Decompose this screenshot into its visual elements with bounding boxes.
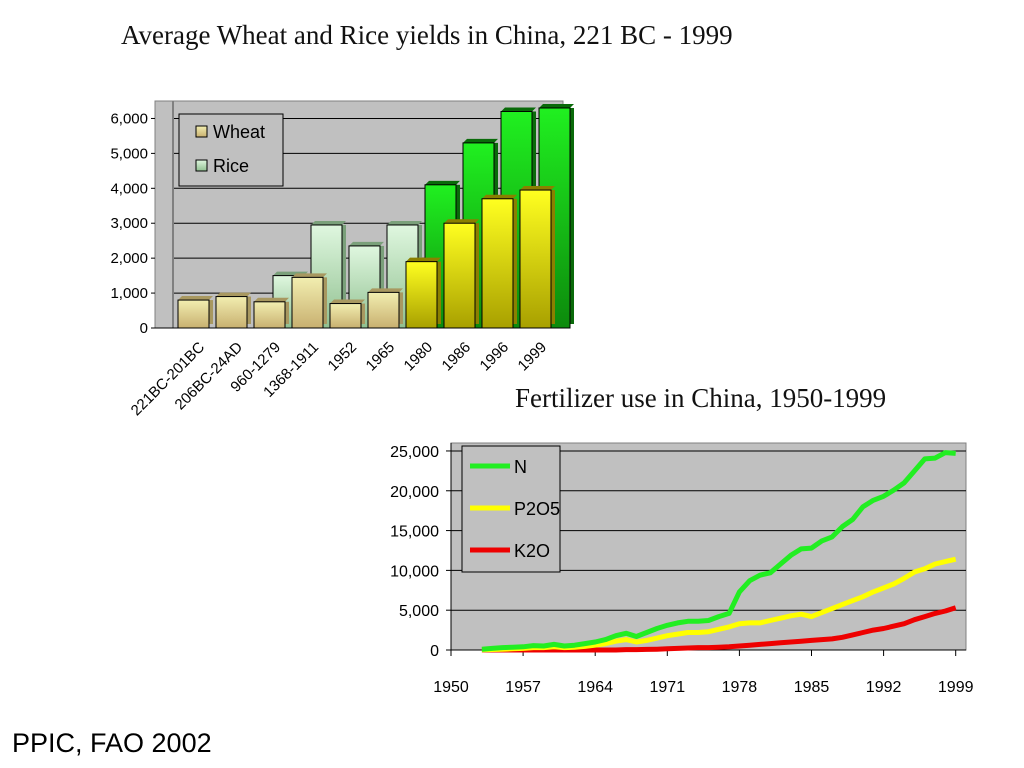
line-y-tick-label: 25,000 bbox=[390, 444, 439, 461]
source-citation: PPIC, FAO 2002 bbox=[12, 728, 212, 758]
rice-bar-side bbox=[342, 224, 346, 324]
rice-bar-top bbox=[387, 220, 422, 225]
wheat-bar-top bbox=[444, 219, 479, 224]
line-x-tick-label: 1957 bbox=[505, 679, 541, 696]
line-y-tick-label: 20,000 bbox=[390, 484, 439, 501]
bar-y-tick-label: 1,000 bbox=[110, 285, 148, 302]
bar-legend: Wheat Rice bbox=[178, 113, 284, 187]
legend-label-n: N bbox=[514, 457, 527, 477]
line-y-tick-label: 10,000 bbox=[390, 563, 439, 580]
series-line-n bbox=[481, 450, 956, 652]
line-chart-title: Fertilizer use in China, 1950-1999 bbox=[515, 383, 887, 413]
legend-swatch-rice bbox=[195, 159, 208, 172]
line-x-tick-label: 1985 bbox=[794, 679, 830, 696]
rice-bar-side bbox=[570, 107, 574, 324]
wheat-bar-side bbox=[513, 198, 517, 324]
wheat-bar-top bbox=[254, 297, 289, 302]
bar-legend-box bbox=[178, 113, 284, 187]
wheat-bar-top bbox=[406, 257, 441, 262]
bar-y-tick-label: 0 bbox=[140, 320, 148, 337]
wheat-bar-side bbox=[247, 296, 251, 324]
wheat-bar-top bbox=[520, 186, 555, 191]
wheat-bar bbox=[215, 296, 248, 329]
legend-label-wheat: Wheat bbox=[213, 122, 265, 142]
legend-label-k2o: K2O bbox=[514, 541, 550, 561]
line-x-tick-label: 1999 bbox=[938, 679, 974, 696]
wheat-bar-side bbox=[361, 303, 365, 324]
rice-bar-top bbox=[425, 180, 460, 185]
rice-bar-side bbox=[380, 245, 384, 324]
bar-y-tick-label: 2,000 bbox=[110, 250, 148, 267]
bar-y-tick-label: 5,000 bbox=[110, 145, 148, 162]
legend-label-p2o5: P2O5 bbox=[514, 499, 560, 519]
wheat-bar bbox=[329, 303, 362, 329]
wheat-bar bbox=[253, 301, 286, 329]
wheat-bar-side bbox=[323, 277, 327, 324]
rice-bar-top bbox=[463, 138, 498, 143]
wheat-bar-top bbox=[178, 296, 213, 301]
wheat-bar bbox=[443, 222, 476, 329]
line-legend: N P2O5 K2O bbox=[461, 445, 561, 573]
rice-bar-top bbox=[501, 107, 536, 112]
legend-swatch-wheat bbox=[195, 125, 208, 138]
wheat-bar bbox=[177, 299, 210, 329]
wheat-bar-side bbox=[209, 300, 213, 324]
wheat-bar-side bbox=[437, 261, 441, 324]
wheat-bar-side bbox=[551, 190, 555, 324]
wheat-bar bbox=[519, 189, 552, 329]
wheat-bar-top bbox=[368, 288, 403, 293]
wheat-bar-side bbox=[475, 223, 479, 324]
wheat-bar-top bbox=[216, 292, 251, 297]
wheat-bar-side bbox=[399, 292, 403, 324]
line-x-tick-label: 1971 bbox=[650, 679, 686, 696]
bar-chart-title: Average Wheat and Rice yields in China, … bbox=[121, 20, 733, 50]
series-line-k2o bbox=[481, 605, 957, 653]
line-y-tick-label: 0 bbox=[430, 643, 439, 660]
line-x-tick-label: 1978 bbox=[722, 679, 758, 696]
bar-y-tick-label: 6,000 bbox=[110, 110, 148, 127]
bar-y-tick-label: 4,000 bbox=[110, 180, 148, 197]
rice-bar-top bbox=[311, 220, 346, 225]
legend-label-rice: Rice bbox=[213, 156, 249, 176]
line-y-tick-label: 15,000 bbox=[390, 524, 439, 541]
line-x-tick-label: 1992 bbox=[866, 679, 902, 696]
wheat-bar-top bbox=[292, 273, 327, 278]
wheat-bar bbox=[291, 276, 324, 329]
bar-y-tick-label: 3,000 bbox=[110, 215, 148, 232]
wheat-bar-top bbox=[330, 299, 365, 304]
wheat-bar-side bbox=[285, 301, 289, 324]
line-y-tick-label: 5,000 bbox=[399, 603, 439, 620]
wheat-bar bbox=[367, 291, 400, 329]
wheat-bar-top bbox=[482, 194, 517, 199]
wheat-bar bbox=[405, 261, 438, 329]
line-x-tick-label: 1964 bbox=[577, 679, 613, 696]
line-x-tick-label: 1950 bbox=[433, 679, 469, 696]
rice-bar-top bbox=[349, 241, 384, 246]
rice-bar-top bbox=[539, 103, 574, 108]
wheat-bar bbox=[481, 198, 514, 329]
